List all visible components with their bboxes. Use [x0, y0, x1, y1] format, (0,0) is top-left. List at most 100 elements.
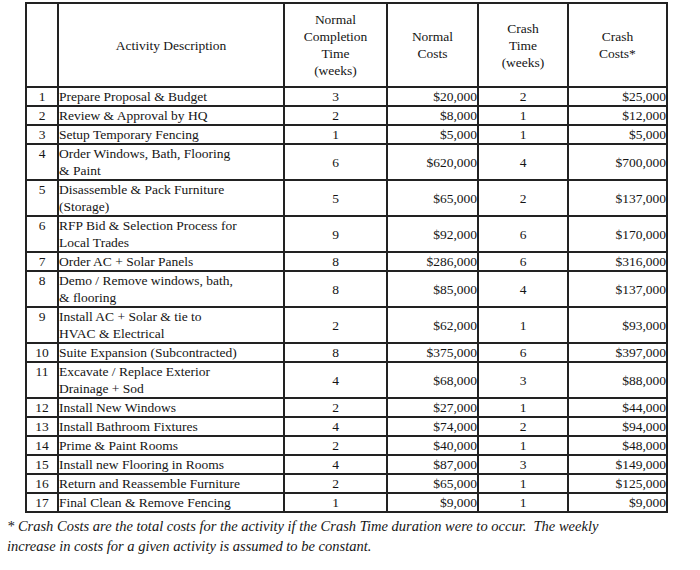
crash-cost-cell: $700,000	[568, 144, 667, 180]
activity-description-cell: Install new Flooring in Rooms	[58, 455, 284, 474]
header-row-number	[26, 3, 58, 87]
table-row: 3 Setup Temporary Fencing 1 $5,000 1 $5,…	[26, 125, 667, 144]
activity-description-cell: Order Windows, Bath, Flooring & Paint	[58, 144, 284, 180]
table-row: 11 Excavate / Replace Exterior Drainage …	[26, 362, 667, 398]
crash-time-cell: 2	[478, 417, 568, 436]
table-row: 1 Prepare Proposal & Budget 3 $20,000 2 …	[26, 87, 667, 106]
crash-cost-cell: $397,000	[568, 343, 667, 362]
crash-cost-cell: $125,000	[568, 474, 667, 493]
crash-time-cell: 2	[478, 180, 568, 216]
activity-crash-cost-table: Activity Description Normal Completion T…	[25, 2, 668, 513]
crash-time-cell: 1	[478, 125, 568, 144]
normal-cost-cell: $27,000	[387, 398, 478, 417]
activity-description-cell: Return and Reassemble Furniture	[58, 474, 284, 493]
normal-cost-cell: $92,000	[387, 216, 478, 252]
crash-time-cell: 2	[478, 87, 568, 106]
normal-cost-cell: $40,000	[387, 436, 478, 455]
normal-cost-cell: $620,000	[387, 144, 478, 180]
table-row: 8 Demo / Remove windows, bath, & floorin…	[26, 271, 667, 307]
normal-completion-time-cell: 8	[284, 252, 387, 271]
crash-cost-cell: $25,000	[568, 87, 667, 106]
crash-time-cell: 1	[478, 436, 568, 455]
activity-description-cell: Prepare Proposal & Budget	[58, 87, 284, 106]
activity-description-cell: Prime & Paint Rooms	[58, 436, 284, 455]
crash-cost-cell: $93,000	[568, 307, 667, 343]
normal-completion-time-cell: 5	[284, 180, 387, 216]
normal-completion-time-cell: 2	[284, 307, 387, 343]
crash-cost-cell: $137,000	[568, 271, 667, 307]
crash-cost-cell: $48,000	[568, 436, 667, 455]
row-number-cell: 15	[26, 455, 58, 474]
normal-cost-cell: $62,000	[387, 307, 478, 343]
normal-completion-time-cell: 2	[284, 474, 387, 493]
table-row: 10 Suite Expansion (Subcontracted) 8 $37…	[26, 343, 667, 362]
normal-completion-time-cell: 2	[284, 398, 387, 417]
table-row: 17 Final Clean & Remove Fencing 1 $9,000…	[26, 493, 667, 512]
crash-time-cell: 4	[478, 144, 568, 180]
row-number-cell: 3	[26, 125, 58, 144]
table-row: 9 Install AC + Solar & tie to HVAC & Ele…	[26, 307, 667, 343]
table-row: 13 Install Bathroom Fixtures 4 $74,000 2…	[26, 417, 667, 436]
crash-cost-cell: $137,000	[568, 180, 667, 216]
crash-cost-cell: $44,000	[568, 398, 667, 417]
normal-cost-cell: $85,000	[387, 271, 478, 307]
crash-time-cell: 1	[478, 307, 568, 343]
normal-completion-time-cell: 6	[284, 144, 387, 180]
crash-time-cell: 3	[478, 455, 568, 474]
normal-completion-time-cell: 4	[284, 362, 387, 398]
normal-completion-time-cell: 1	[284, 493, 387, 512]
row-number-cell: 9	[26, 307, 58, 343]
activity-description-cell: Final Clean & Remove Fencing	[58, 493, 284, 512]
crash-cost-cell: $94,000	[568, 417, 667, 436]
table-row: 6 RFP Bid & Selection Process for Local …	[26, 216, 667, 252]
activity-description-cell: Order AC + Solar Panels	[58, 252, 284, 271]
table-row: 4 Order Windows, Bath, Flooring & Paint …	[26, 144, 667, 180]
normal-cost-cell: $65,000	[387, 474, 478, 493]
normal-completion-time-cell: 8	[284, 343, 387, 362]
activity-description-cell: Install Bathroom Fixtures	[58, 417, 284, 436]
crash-cost-cell: $170,000	[568, 216, 667, 252]
normal-cost-cell: $68,000	[387, 362, 478, 398]
normal-completion-time-cell: 9	[284, 216, 387, 252]
normal-cost-cell: $286,000	[387, 252, 478, 271]
crash-time-cell: 4	[478, 271, 568, 307]
row-number-cell: 6	[26, 216, 58, 252]
activity-description-cell: Review & Approval by HQ	[58, 106, 284, 125]
normal-completion-time-cell: 4	[284, 455, 387, 474]
activity-description-cell: Install AC + Solar & tie to HVAC & Elect…	[58, 307, 284, 343]
normal-cost-cell: $9,000	[387, 493, 478, 512]
row-number-cell: 17	[26, 493, 58, 512]
crash-time-cell: 6	[478, 252, 568, 271]
activity-description-cell: Demo / Remove windows, bath, & flooring	[58, 271, 284, 307]
crash-time-cell: 1	[478, 493, 568, 512]
crash-cost-cell: $88,000	[568, 362, 667, 398]
normal-cost-cell: $87,000	[387, 455, 478, 474]
activity-description-cell: Suite Expansion (Subcontracted)	[58, 343, 284, 362]
crash-time-cell: 6	[478, 216, 568, 252]
normal-cost-cell: $8,000	[387, 106, 478, 125]
row-number-cell: 1	[26, 87, 58, 106]
table-row: 14 Prime & Paint Rooms 2 $40,000 1 $48,0…	[26, 436, 667, 455]
crash-time-cell: 1	[478, 474, 568, 493]
normal-cost-cell: $20,000	[387, 87, 478, 106]
normal-cost-cell: $375,000	[387, 343, 478, 362]
header-normal-completion-time: Normal Completion Time (weeks)	[284, 3, 387, 87]
row-number-cell: 4	[26, 144, 58, 180]
crash-time-cell: 6	[478, 343, 568, 362]
row-number-cell: 10	[26, 343, 58, 362]
table-row: 5 Disassemble & Pack Furniture (Storage)…	[26, 180, 667, 216]
activity-description-cell: Excavate / Replace Exterior Drainage + S…	[58, 362, 284, 398]
table-row: 12 Install New Windows 2 $27,000 1 $44,0…	[26, 398, 667, 417]
crash-cost-cell: $149,000	[568, 455, 667, 474]
row-number-cell: 14	[26, 436, 58, 455]
crash-cost-cell: $316,000	[568, 252, 667, 271]
normal-cost-cell: $65,000	[387, 180, 478, 216]
row-number-cell: 8	[26, 271, 58, 307]
crash-cost-cell: $5,000	[568, 125, 667, 144]
activity-description-cell: RFP Bid & Selection Process for Local Tr…	[58, 216, 284, 252]
table-row: 15 Install new Flooring in Rooms 4 $87,0…	[26, 455, 667, 474]
row-number-cell: 2	[26, 106, 58, 125]
crash-time-cell: 1	[478, 398, 568, 417]
table-row: 7 Order AC + Solar Panels 8 $286,000 6 $…	[26, 252, 667, 271]
normal-completion-time-cell: 8	[284, 271, 387, 307]
